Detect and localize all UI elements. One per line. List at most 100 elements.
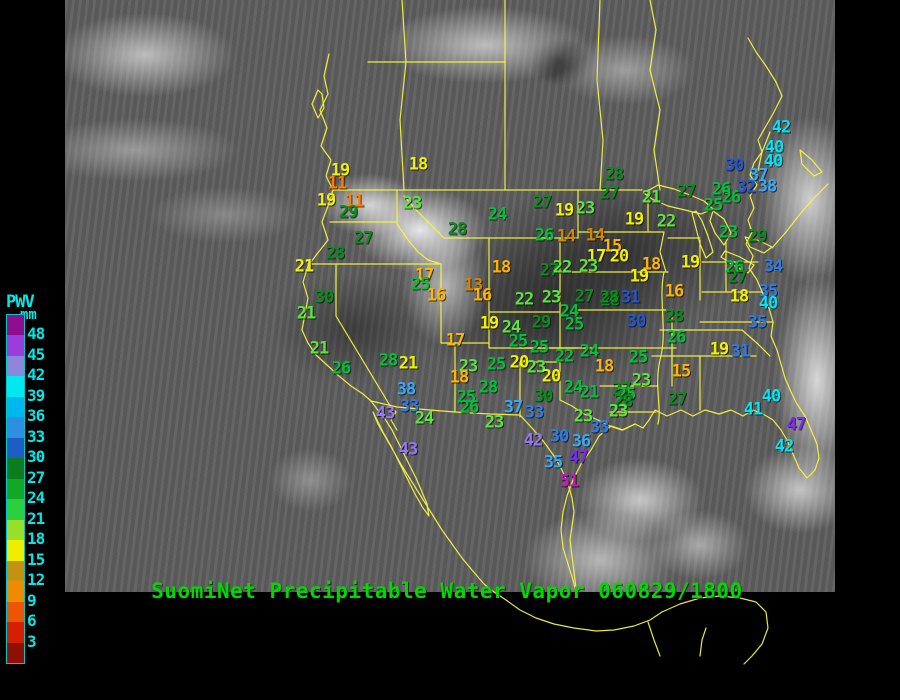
station-pwv-value: 25 [410, 274, 431, 295]
mississippi-river [657, 271, 665, 425]
station-pwv-value: 17 [586, 246, 607, 267]
station-pwv-value: 15 [602, 236, 623, 257]
station-pwv-value: 30 [626, 311, 647, 332]
station-pwv-value: 28 [447, 219, 468, 240]
station-pwv-value: 22 [514, 289, 535, 310]
legend-label: 21 [27, 508, 45, 528]
station-pwv-value: 28 [478, 377, 499, 398]
satellite-ir-image [65, 0, 835, 592]
station-pwv-value: 33 [524, 402, 545, 423]
station-pwv-value: 38 [757, 176, 778, 197]
legend-swatch [7, 540, 24, 561]
station-pwv-value: 24 [563, 377, 584, 398]
station-pwv-value: 27 [539, 260, 560, 281]
station-pwv-value: 27 [676, 181, 697, 202]
station-pwv-value: 47 [568, 447, 589, 468]
station-pwv-value: 19 [629, 266, 650, 287]
station-pwv-value: 25 [486, 354, 507, 375]
texas-borders [519, 361, 636, 589]
station-pwv-value: 27 [727, 267, 748, 288]
legend-swatch [7, 581, 24, 602]
station-pwv-value: 17 [445, 330, 466, 351]
station-pwv-value: 21 [579, 382, 600, 403]
legend-label: 48 [27, 324, 45, 344]
station-pwv-value: 30 [314, 287, 335, 308]
station-pwv-value: 25 [508, 331, 529, 352]
station-pwv-value: 23 [541, 287, 562, 308]
lake-michigan [691, 210, 714, 259]
legend-label: 36 [27, 406, 45, 426]
station-pwv-value: 26 [724, 257, 745, 278]
station-pwv-value: 36 [571, 431, 592, 452]
yucatan-outline [661, 595, 769, 665]
station-pwv-value: 19 [554, 200, 575, 221]
station-pwv-value: 42 [774, 436, 795, 457]
station-pwv-value: 28 [664, 306, 685, 327]
station-pwv-value: 14 [556, 226, 577, 247]
station-pwv-value: 35 [543, 452, 564, 473]
legend-label: 30 [27, 447, 45, 467]
atlantic-gulf-coastline [560, 95, 820, 593]
station-pwv-value: 28 [613, 391, 634, 412]
station-pwv-value: 19 [330, 160, 351, 181]
legend-swatch [7, 560, 24, 582]
maine-canada-coast [747, 37, 783, 97]
station-pwv-value: 40 [761, 386, 782, 407]
station-pwv-value: 47 [786, 414, 807, 435]
station-pwv-value: 27 [611, 379, 632, 400]
station-pwv-value: 25 [703, 195, 724, 216]
station-pwv-value: 23 [578, 256, 599, 277]
station-pwv-value: 22 [552, 257, 573, 278]
station-pwv-value: 30 [533, 386, 554, 407]
station-pwv-value: 19 [680, 252, 701, 273]
pacific-coastline [301, 53, 495, 593]
station-pwv-value: 30 [724, 155, 745, 176]
station-pwv-value: 27 [574, 286, 595, 307]
station-pwv-value: 23 [718, 222, 739, 243]
station-pwv-value: 23 [458, 356, 479, 377]
legend-swatch [7, 376, 24, 397]
station-pwv-value: 30 [549, 426, 570, 447]
station-pwv-value: 28 [604, 164, 625, 185]
station-pwv-value: 18 [641, 254, 662, 275]
legend-label: 6 [27, 611, 37, 631]
legend-swatch [7, 355, 24, 377]
legend-label: 39 [27, 385, 45, 405]
station-pwv-value: 27 [599, 183, 620, 204]
pwv-legend: PWV mm 48 45 42 39 36 33 30 27 24 21 18 15 12 9 6 3 [4, 292, 66, 672]
legend-swatch [7, 458, 24, 479]
legend-label: 33 [27, 426, 45, 446]
station-pwv-value: 43 [375, 403, 396, 424]
legend-label: 27 [27, 467, 45, 487]
station-pwv-value: 21 [294, 256, 315, 277]
station-pwv-value: 42 [771, 117, 792, 138]
map-title: SuomiNet Precipitable Water Vapor 060829… [151, 579, 743, 603]
station-pwv-value: 26 [331, 358, 352, 379]
station-pwv-value: 31 [620, 287, 641, 308]
station-pwv-value: 24 [559, 301, 580, 322]
station-pwv-value: 21 [641, 187, 662, 208]
station-pwv-value: 20 [609, 246, 630, 267]
legend-label: 12 [27, 570, 45, 590]
station-pwv-value: 22 [656, 211, 677, 232]
station-pwv-value: 42 [523, 430, 544, 451]
legend-swatch [7, 499, 24, 520]
station-pwv-value: 18 [491, 257, 512, 278]
station-pwv-value: 23 [575, 198, 596, 219]
station-pwv-value: 23 [631, 370, 652, 391]
station-pwv-value: 15 [671, 361, 692, 382]
station-pwv-value: 23 [484, 412, 505, 433]
lake-superior [643, 184, 714, 215]
station-pwv-value: 33 [589, 417, 610, 438]
station-pwv-value: 28 [599, 287, 620, 308]
legend-label: 9 [27, 590, 37, 610]
station-pwv-value: 40 [758, 293, 779, 314]
vancouver-island [311, 89, 325, 119]
station-pwv-value: 43 [398, 439, 419, 460]
station-pwv-value: 23 [402, 193, 423, 214]
station-pwv-value: 28 [378, 350, 399, 371]
station-pwv-value: 11 [327, 173, 348, 194]
station-pwv-value: 20 [509, 352, 530, 373]
